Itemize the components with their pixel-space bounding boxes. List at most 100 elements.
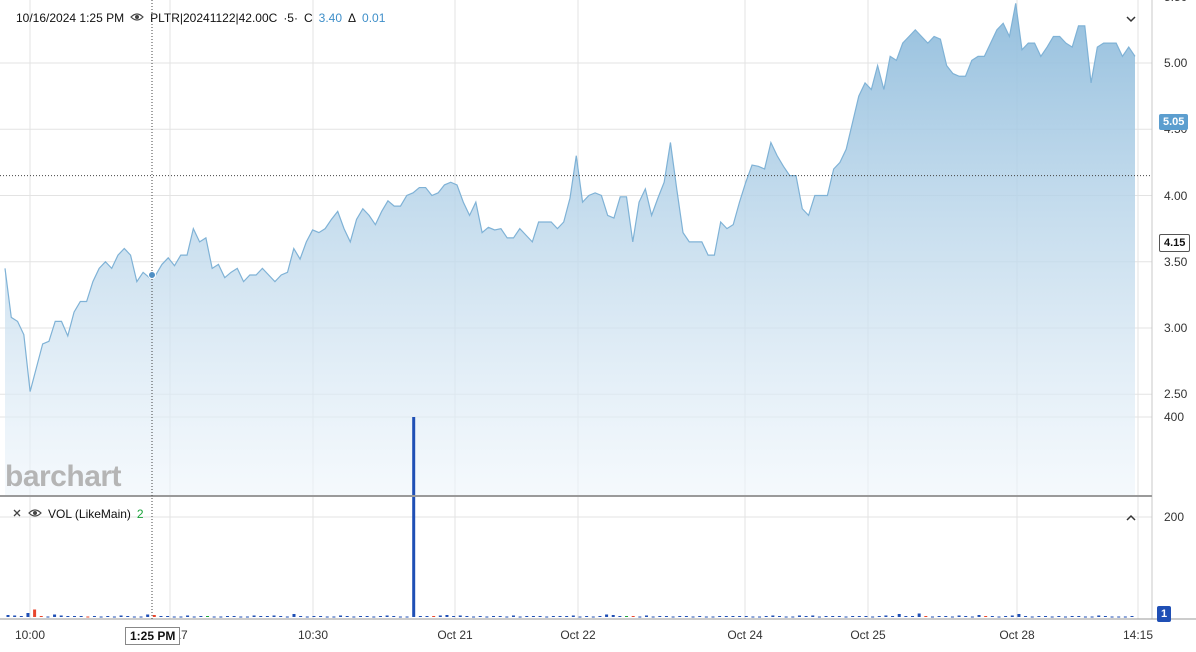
volume-bar — [1037, 616, 1041, 617]
volume-bar — [1024, 616, 1028, 617]
volume-bar — [1004, 616, 1008, 617]
volume-bar — [365, 616, 369, 617]
volume-bar — [1077, 616, 1081, 617]
volume-bar — [119, 615, 123, 617]
volume-bar — [372, 616, 376, 618]
volume-bar — [811, 615, 815, 617]
volume-bar — [186, 615, 190, 617]
volume-bar — [206, 616, 210, 617]
volume-bar — [824, 616, 828, 617]
volume-bar — [897, 614, 901, 617]
volume-bar — [877, 616, 881, 617]
volume-bar — [19, 616, 23, 617]
volume-bar — [977, 615, 981, 617]
volume-bar — [92, 616, 96, 617]
chevron-up-icon[interactable] — [1126, 511, 1136, 525]
volume-panel-header: VOL (LikeMain) 2 — [12, 507, 144, 521]
volume-bar — [265, 616, 269, 617]
volume-bar — [531, 616, 535, 617]
volume-bar — [398, 616, 402, 618]
volume-bar — [465, 616, 469, 617]
volume-bar — [598, 616, 602, 617]
volume-bar — [146, 614, 150, 617]
price-tick-label: 3.50 — [1164, 254, 1188, 269]
volume-bar — [565, 616, 569, 617]
volume-bar — [232, 616, 236, 617]
volume-bar — [438, 615, 442, 617]
price-area-series — [4, 3, 1136, 495]
volume-bar — [844, 616, 848, 618]
price-panel-header: 10/16/2024 1:25 PM PLTR|20241122|42.00C … — [16, 11, 385, 25]
volume-bar — [1130, 616, 1134, 617]
volume-bar — [831, 616, 835, 617]
volume-bar — [511, 615, 515, 617]
crosshair — [0, 0, 1152, 619]
volume-bar — [851, 616, 855, 617]
volume-bar — [1083, 616, 1087, 618]
volume-bar — [458, 615, 462, 617]
volume-bar — [285, 616, 289, 618]
volume-bar — [339, 615, 343, 617]
volume-bar — [764, 616, 768, 617]
volume-bar — [425, 616, 429, 617]
volume-bar — [884, 615, 888, 617]
volume-bar — [418, 616, 422, 617]
volume-bar — [698, 616, 702, 617]
volume-bar — [39, 616, 43, 617]
volume-bar — [558, 616, 562, 617]
volume-bar — [751, 616, 755, 618]
price-tick-label: 3.00 — [1164, 321, 1188, 335]
volume-bar — [505, 616, 509, 618]
volume-bar — [26, 613, 30, 617]
volume-bar — [452, 616, 456, 617]
price-tick-label: 5.50 — [1164, 0, 1187, 4]
volume-study-label[interactable]: VOL (LikeMain) — [48, 507, 131, 521]
volume-bar — [611, 615, 615, 617]
volume-bar — [1050, 616, 1054, 618]
volume-bar — [6, 615, 10, 617]
volume-bar — [219, 616, 223, 618]
time-tick-label: 14:15 — [1122, 628, 1154, 642]
volume-bar — [518, 616, 522, 618]
volume-bar — [1044, 616, 1048, 617]
volume-bar — [405, 616, 409, 618]
volume-bar — [73, 616, 77, 617]
eye-icon[interactable] — [130, 11, 144, 25]
price-tick-label: 4.00 — [1164, 188, 1188, 203]
volume-bar — [631, 616, 635, 617]
volume-bar — [212, 616, 216, 618]
volume-bar — [937, 616, 941, 617]
volume-bar — [644, 615, 648, 617]
chevron-down-icon[interactable] — [1126, 12, 1136, 26]
volume-bar — [1090, 616, 1094, 618]
volume-bar — [758, 616, 762, 618]
volume-bar — [99, 616, 103, 618]
volume-bar — [79, 616, 83, 617]
time-tick-label: Oct 22 — [560, 628, 596, 642]
close-icon[interactable] — [12, 507, 22, 521]
volume-bar — [605, 614, 609, 617]
volume-bar — [970, 616, 974, 618]
volume-bar — [1123, 616, 1127, 618]
volume-bar — [658, 616, 662, 617]
volume-bar — [638, 616, 642, 618]
volume-bar — [66, 616, 70, 617]
volume-bar — [791, 616, 795, 618]
volume-bar — [930, 616, 934, 618]
volume-bar — [46, 616, 50, 618]
volume-bar — [132, 616, 136, 618]
volume-bar — [1117, 616, 1121, 618]
symbol-label[interactable]: PLTR|20241122|42.00C — [150, 11, 278, 25]
volume-bar — [139, 616, 143, 618]
last-price-badge: 5.05 — [1159, 114, 1189, 130]
volume-bar — [1097, 615, 1101, 617]
price-tick-label: 2.50 — [1164, 387, 1188, 402]
time-tick-label: Oct 21 — [437, 628, 473, 642]
volume-bar — [1063, 616, 1067, 618]
volume-bar — [571, 615, 575, 617]
time-tick-label: Oct 24 — [727, 628, 763, 642]
eye-icon[interactable] — [28, 507, 42, 521]
volume-bar — [678, 616, 682, 617]
volume-bar — [744, 616, 748, 617]
